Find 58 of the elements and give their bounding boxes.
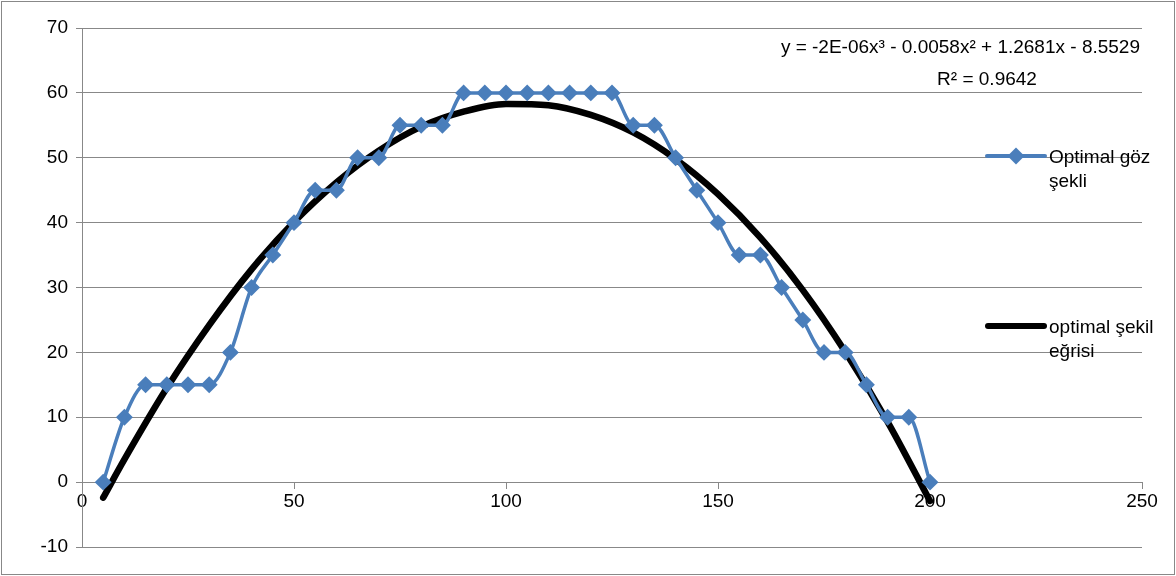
point — [413, 117, 429, 134]
y-tick-label: 70 — [46, 16, 68, 38]
annotation: y = -2E-06x³ - 0.0058x² + 1.2681x - 8.5529 — [780, 36, 1140, 58]
point — [201, 377, 217, 393]
point — [646, 117, 663, 134]
point — [137, 377, 154, 393]
legend-label: Optimal göz şekli — [1049, 145, 1152, 193]
y-tick-label: 20 — [46, 340, 68, 362]
x-tick-label: 150 — [702, 489, 734, 511]
point — [879, 409, 896, 425]
y-tick-label: 40 — [46, 210, 68, 232]
point — [922, 474, 938, 490]
point — [159, 377, 175, 393]
x-tick-label: 100 — [490, 489, 522, 511]
point — [307, 182, 323, 198]
x-tick-label: 50 — [283, 489, 305, 511]
point — [540, 85, 557, 101]
x-tick-label: 250 — [1126, 489, 1158, 511]
y-tick-label: 60 — [46, 81, 68, 103]
point — [816, 344, 832, 361]
point — [689, 182, 705, 198]
y-tick-label: -10 — [40, 535, 68, 557]
point — [583, 85, 599, 101]
point — [604, 85, 620, 101]
point — [519, 85, 535, 101]
point — [180, 377, 196, 393]
point — [667, 150, 684, 166]
point — [795, 312, 811, 328]
point — [498, 85, 514, 101]
point — [328, 182, 345, 198]
y-tick-label: 50 — [46, 145, 68, 167]
point — [731, 247, 747, 263]
point — [95, 474, 111, 490]
point — [858, 377, 875, 393]
legend-label: optimal şekil eğrisi — [1049, 315, 1155, 363]
point — [392, 117, 408, 134]
point — [286, 214, 302, 231]
y-tick-label: 10 — [46, 405, 68, 427]
y-tick-label: 30 — [46, 275, 68, 297]
point — [116, 409, 133, 425]
point — [837, 344, 853, 361]
point — [752, 247, 769, 263]
point — [710, 214, 726, 231]
point — [455, 85, 472, 101]
point — [349, 150, 366, 166]
point — [773, 279, 790, 296]
point — [222, 344, 239, 361]
point — [434, 117, 451, 134]
point — [243, 279, 260, 296]
point — [477, 85, 493, 101]
y-tick-label: 0 — [57, 470, 68, 492]
x-tick-label: 0 — [76, 489, 88, 511]
point — [625, 117, 641, 134]
annotation: R² = 0.9642 — [937, 68, 1037, 90]
point — [561, 85, 578, 101]
point — [371, 150, 387, 166]
point — [265, 247, 281, 263]
point — [901, 409, 917, 425]
